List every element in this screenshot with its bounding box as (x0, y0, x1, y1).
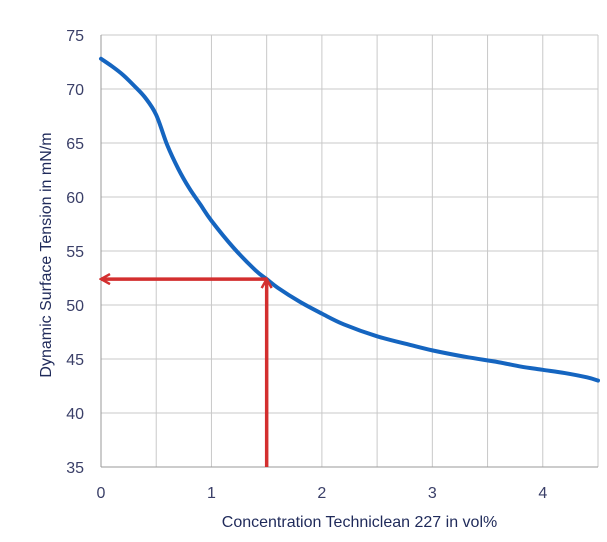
y-tick-label: 70 (66, 82, 84, 99)
series-group (99, 56, 600, 383)
y-tick-label: 60 (66, 190, 84, 207)
annotation-arrows (101, 279, 267, 467)
y-tick-label: 45 (66, 352, 84, 369)
y-tick-labels: 35 40 45 50 55 60 65 70 75 (66, 28, 84, 477)
axes (100, 35, 598, 468)
y-tick-label: 65 (66, 136, 84, 153)
y-axis-title: Dynamic Surface Tension in mN/m (38, 132, 55, 377)
y-tick-label: 75 (66, 28, 84, 45)
grid (101, 34, 599, 467)
x-tick-label: 3 (428, 485, 437, 502)
x-tick-labels: 0 1 2 3 4 (97, 485, 548, 502)
x-axis-title: Concentration Techniclean 227 in vol% (222, 514, 497, 531)
x-tick-label: 0 (97, 485, 106, 502)
x-tick-label: 2 (317, 485, 326, 502)
x-tick-label: 4 (538, 485, 547, 502)
y-tick-label: 55 (66, 244, 84, 261)
x-tick-label: 1 (207, 485, 216, 502)
y-tick-label: 50 (66, 298, 84, 315)
y-tick-label: 35 (66, 460, 84, 477)
surface-tension-line (99, 56, 600, 383)
y-tick-label: 40 (66, 406, 84, 423)
